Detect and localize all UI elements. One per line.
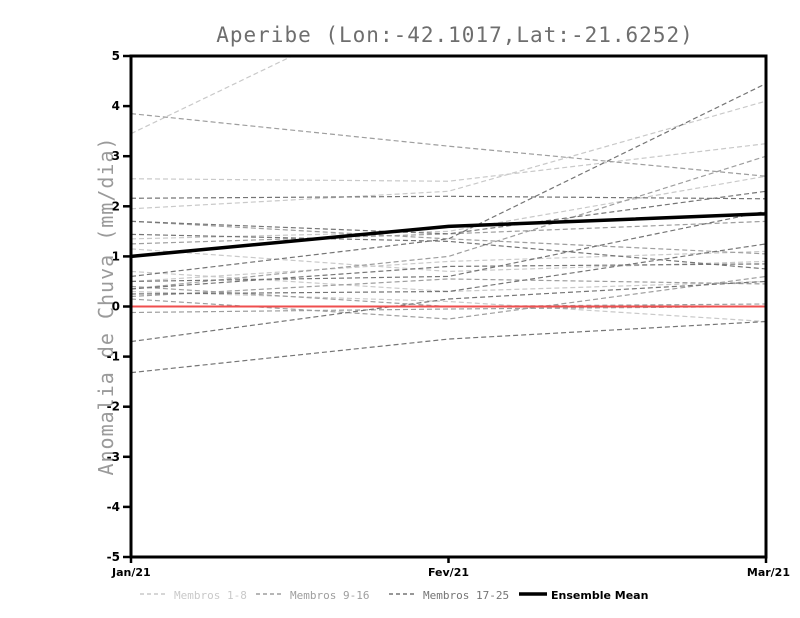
ensemble-mean-line [131, 212, 766, 259]
ensemble-member-lines [131, 56, 766, 374]
legend-item: Membros 1-8 [140, 589, 247, 602]
y-tick-label: -2 [107, 400, 120, 414]
x-tick-label: Fev/21 [428, 566, 469, 579]
y-tick-label: 2 [112, 199, 120, 213]
legend-item-label: Ensemble Mean [551, 589, 648, 602]
legend-item-label: Membros 1-8 [174, 589, 247, 602]
chart-title: Aperibe (Lon:-42.1017,Lat:-21.6252) [216, 23, 694, 47]
legend-item-label: Membros 9-16 [290, 589, 369, 602]
member-group-1 [131, 56, 766, 323]
ensemble-member-line [131, 250, 766, 283]
y-tick-label: 0 [112, 300, 120, 314]
ensemble-member-line [131, 56, 294, 135]
ensemble-member-line [131, 278, 766, 298]
ensemble-member-line [131, 100, 766, 210]
y-tick-label: -5 [107, 550, 120, 564]
legend-item: Membros 9-16 [256, 589, 369, 602]
x-tick-label: Jan/21 [111, 566, 151, 579]
ensemble-member-line [131, 190, 766, 235]
ensemble-member-line [131, 143, 766, 182]
legend-item: Membros 17-25 [389, 589, 509, 602]
ensemble-member-line [131, 155, 766, 290]
ensemble-member-line [131, 243, 766, 295]
y-tick-label: 4 [112, 99, 120, 113]
x-tick-label: Mar/21 [747, 566, 790, 579]
member-group-3 [131, 83, 766, 374]
legend-item: Ensemble Mean [519, 589, 648, 602]
ensemble-member-line [131, 210, 766, 283]
y-tick-label: 5 [112, 49, 120, 63]
ensemble-member-line [131, 195, 766, 200]
ensemble-member-line [131, 290, 766, 323]
y-tick-label: -4 [107, 500, 120, 514]
legend: Membros 1-8 Membros 9-16 Membros 17-25 Ense… [140, 589, 648, 602]
y-tick-label: -3 [107, 450, 120, 464]
ensemble-member-line [131, 233, 766, 270]
ensemble-member-line [131, 320, 766, 374]
axes: 5 4 3 2 1 0 -1 -2 -3 -4 -5 Jan/21 Fev/21 Mar/21 [107, 49, 790, 579]
ensemble-mean-layer [131, 212, 766, 259]
y-tick-label: 3 [112, 149, 120, 163]
ensemble-member-line [131, 113, 766, 177]
ensemble-member-line [131, 83, 766, 278]
ensemble-member-line [131, 220, 766, 245]
y-tick-label: -1 [107, 350, 120, 364]
y-tick-label: 1 [112, 249, 120, 263]
ensemble-member-line [131, 270, 766, 293]
ensemble-member-line [131, 220, 766, 255]
ensemble-member-line [131, 263, 766, 290]
ensemble-member-line [131, 280, 766, 343]
y-axis-title: Anomalia de Chuva (mm/dia) [94, 136, 118, 475]
legend-item-label: Membros 17-25 [423, 589, 509, 602]
ensemble-member-line [131, 285, 766, 308]
